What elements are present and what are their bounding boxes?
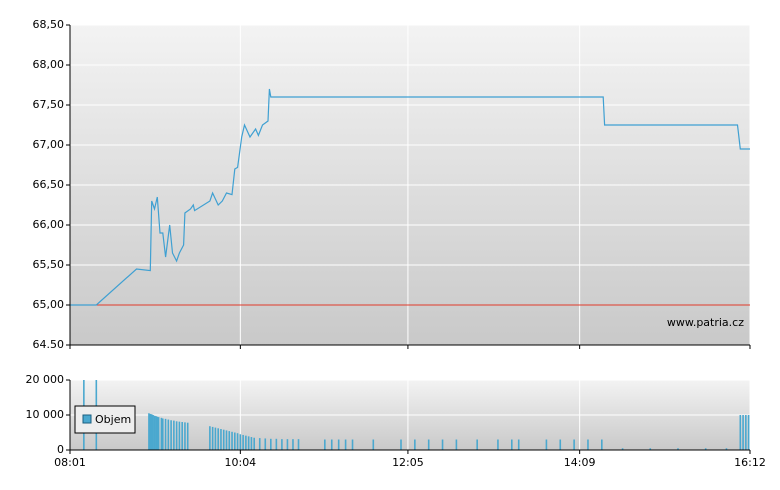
volume-bar [234, 432, 236, 450]
y-tick-label: 0 [57, 443, 64, 456]
volume-bar [270, 438, 272, 450]
volume-bar [239, 434, 242, 450]
volume-bar [286, 439, 289, 450]
volume-bar [649, 448, 652, 450]
volume-bar [211, 426, 214, 450]
volume-bar [247, 436, 250, 450]
volume-bar [160, 417, 163, 450]
volume-bar [225, 430, 228, 450]
volume-bar [455, 439, 458, 450]
price-line [70, 88, 750, 306]
volume-bar [161, 418, 164, 450]
volume-bar [476, 439, 478, 450]
volume-bar [330, 439, 333, 450]
volume-bar [587, 439, 589, 450]
volume-bar [573, 439, 575, 450]
volume-bar [149, 413, 152, 450]
x-tick-label: 10:04 [224, 456, 256, 469]
y-tick-label: 67,00 [33, 138, 65, 151]
y-tick-label: 10 000 [26, 408, 65, 421]
volume-bar [324, 439, 326, 450]
volume-bar [250, 437, 253, 450]
volume-bar [222, 429, 225, 450]
volume-bar [175, 421, 178, 450]
volume-bar [153, 415, 156, 450]
volume-bar [242, 434, 244, 450]
volume-bar [181, 422, 183, 450]
volume-bar [164, 418, 167, 450]
volume-bar [497, 439, 499, 450]
volume-bar [351, 439, 354, 450]
volume-bar [677, 448, 679, 450]
volume-bar [155, 416, 157, 450]
volume-bar [253, 437, 255, 450]
volume-bar [725, 448, 728, 450]
volume-bar [170, 420, 172, 450]
volume-bar [281, 439, 283, 450]
volume-bar [739, 415, 742, 450]
volume-bar [184, 422, 186, 450]
volume-bar [217, 428, 219, 450]
volume-bar [231, 431, 233, 450]
volume-bar [156, 416, 159, 450]
volume-bar [559, 439, 562, 450]
volume-bar [745, 415, 747, 450]
volume-bar [236, 433, 239, 450]
volume-bar [704, 448, 707, 450]
y-tick-label: 68,00 [33, 58, 65, 71]
volume-bar [400, 439, 402, 450]
legend-swatch [82, 414, 92, 424]
volume-bar [258, 438, 261, 450]
x-tick-label: 14:09 [564, 456, 596, 469]
volume-bar [747, 415, 750, 450]
volume-bar [173, 420, 175, 450]
legend-label: Objem [95, 413, 131, 426]
volume-bar [297, 439, 300, 450]
volume-bar [209, 426, 211, 450]
volume-bar [178, 421, 181, 450]
y-tick-label: 64.50 [33, 338, 65, 351]
volume-bar [427, 439, 430, 450]
volume-bar [601, 439, 603, 450]
y-tick-label: 66,50 [33, 178, 65, 191]
y-tick-label: 65,50 [33, 258, 65, 271]
volume-bar [148, 413, 150, 450]
watermark: www.patria.cz [667, 316, 744, 329]
volume-bar [228, 431, 231, 450]
y-tick-label: 65,00 [33, 298, 65, 311]
volume-bar [264, 438, 267, 450]
volume-bar [510, 439, 513, 450]
volume-bar [372, 439, 375, 450]
volume-bar [742, 415, 744, 450]
volume-bar [214, 427, 217, 450]
volume-bar [621, 448, 624, 450]
volume-bar [441, 439, 444, 450]
y-tick-label: 68,50 [33, 18, 65, 31]
volume-bar [517, 439, 520, 450]
volume-bar [220, 429, 222, 450]
volume-bar [245, 435, 247, 450]
volume-bar [186, 422, 189, 450]
volume-bar [275, 438, 278, 450]
volume-bar [150, 414, 153, 450]
x-tick-label: 08:01 [54, 456, 86, 469]
volume-bar [545, 439, 548, 450]
volume-bar [152, 415, 154, 450]
y-tick-label: 20 000 [26, 373, 65, 386]
volume-bar [414, 439, 416, 450]
volume-bar [157, 417, 160, 450]
y-tick-label: 66,00 [33, 218, 65, 231]
volume-bar [292, 439, 294, 450]
volume-bar [167, 419, 170, 450]
y-tick-label: 67,50 [33, 98, 65, 111]
volume-bar [344, 439, 347, 450]
x-tick-label: 16:12 [734, 456, 766, 469]
x-tick-label: 12:05 [392, 456, 424, 469]
volume-bar [337, 439, 340, 450]
